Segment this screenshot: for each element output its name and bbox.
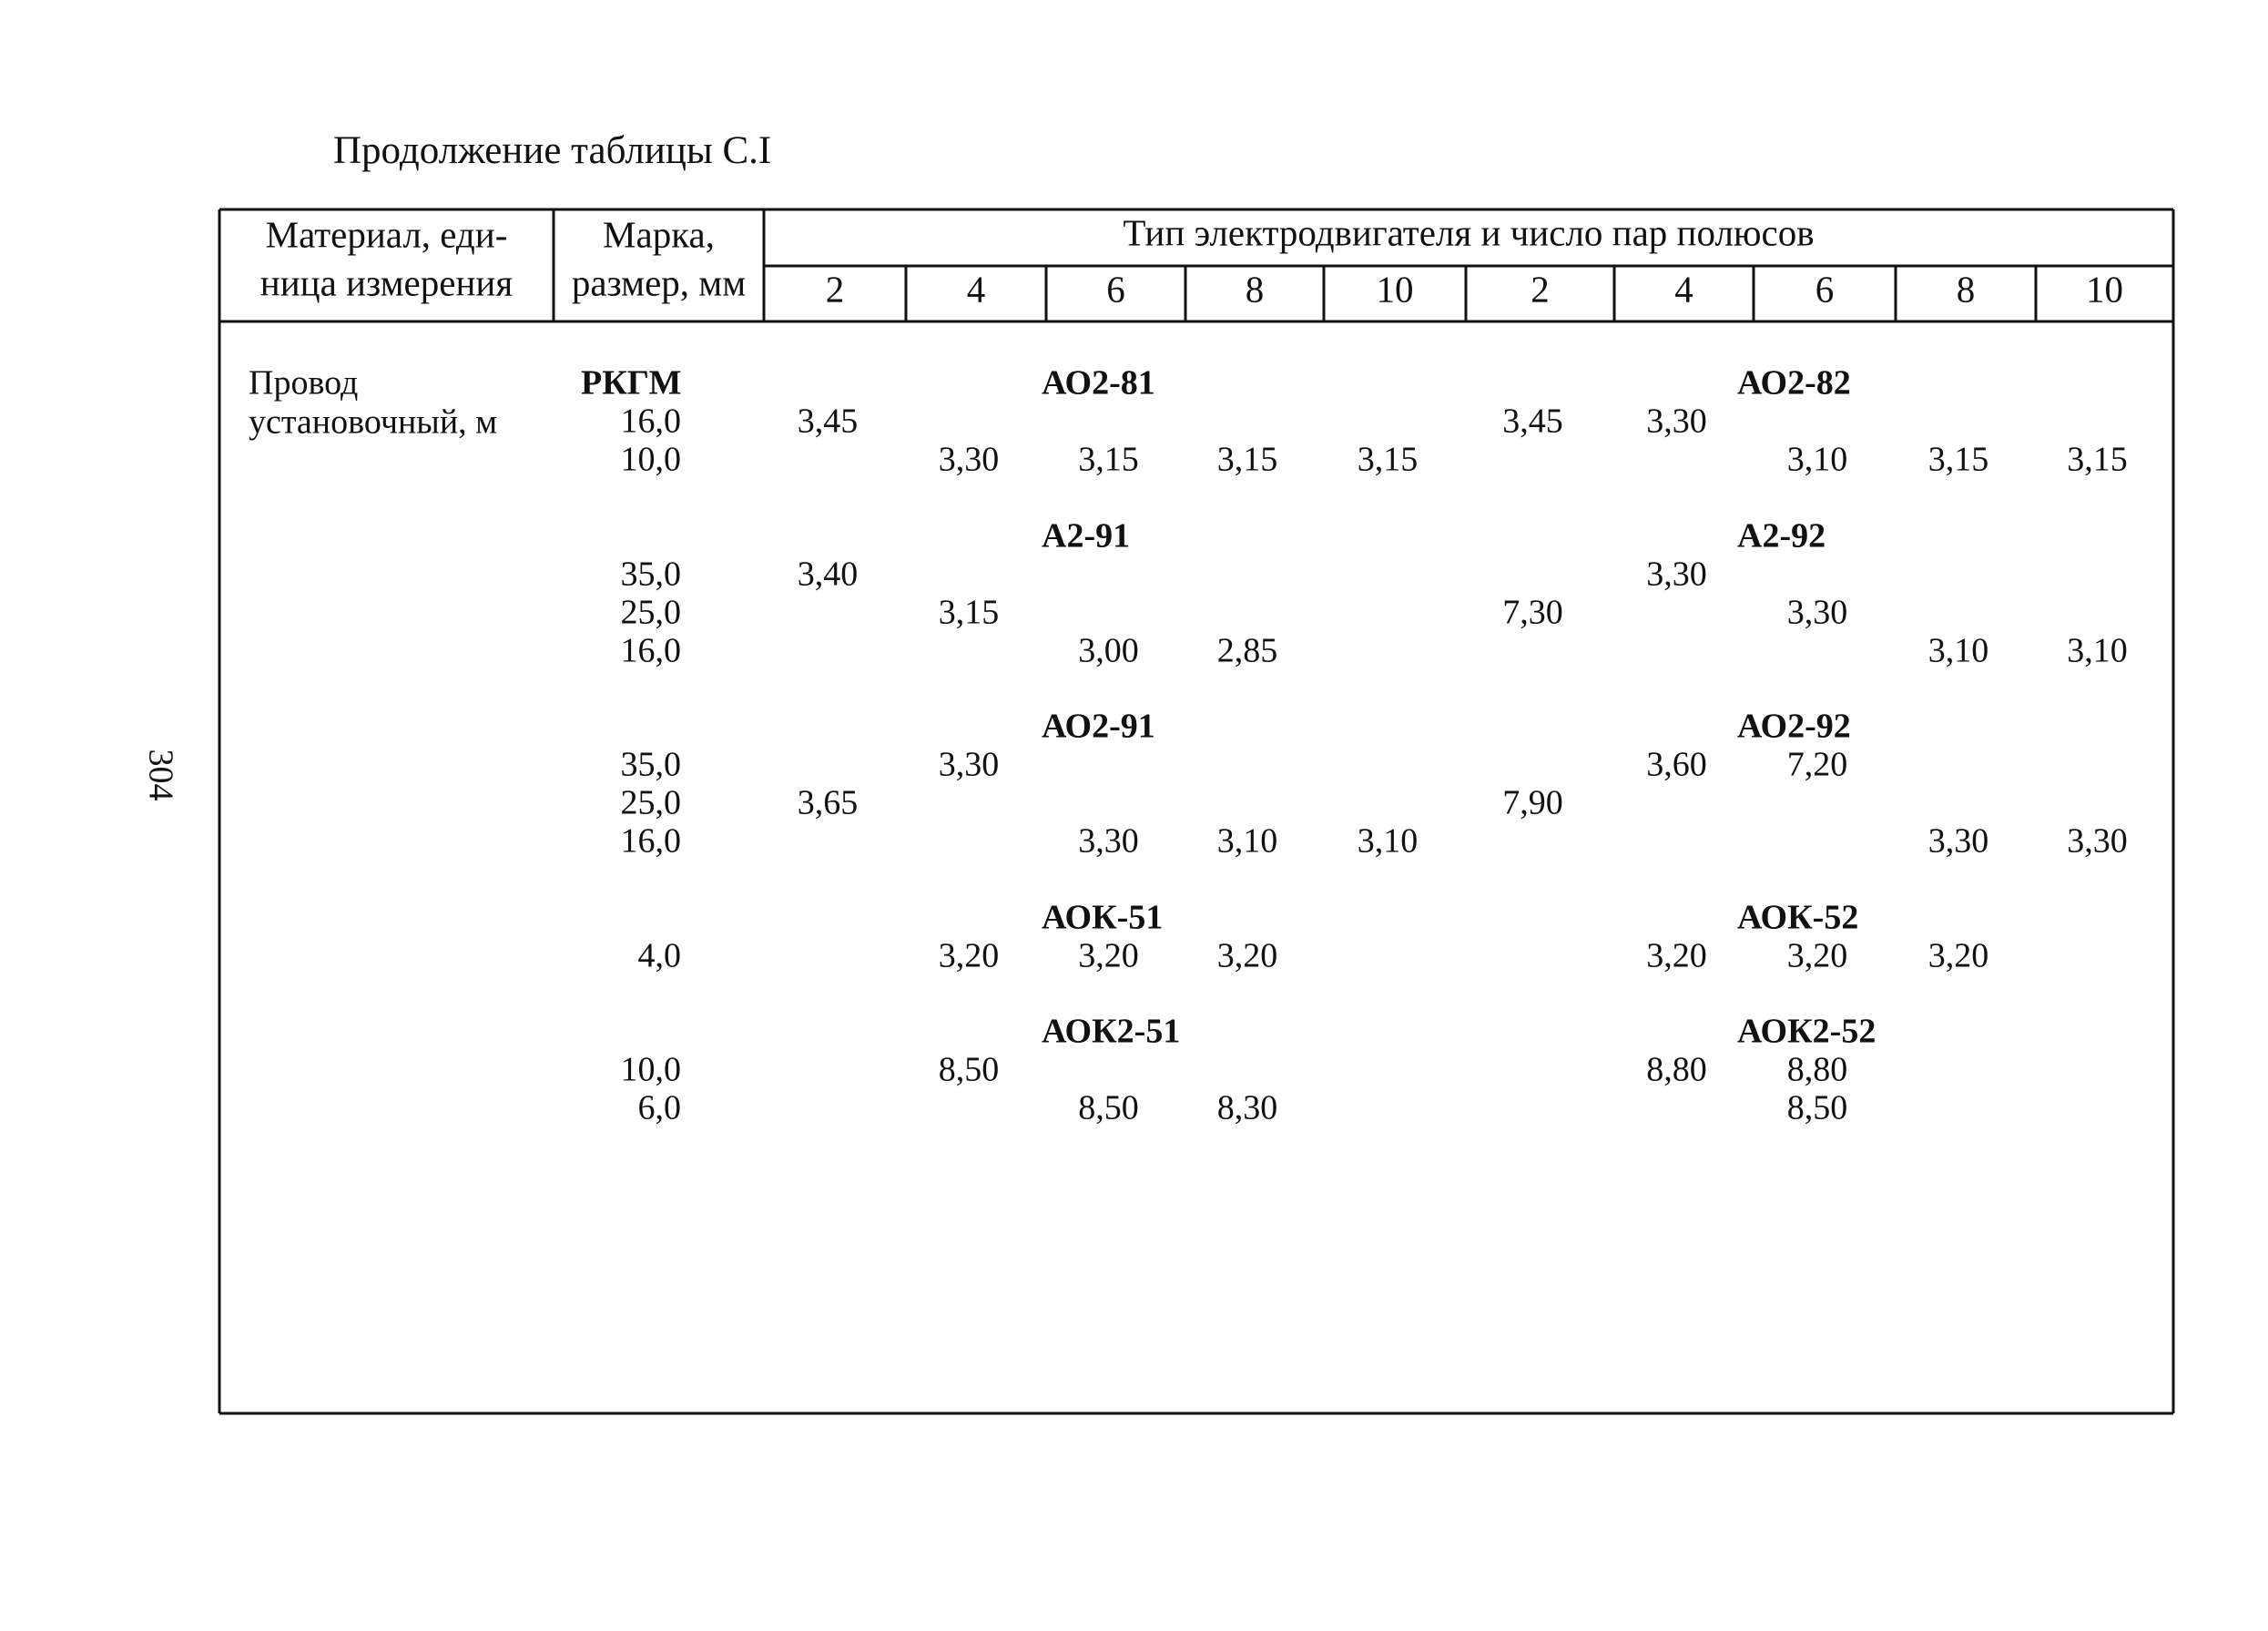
value: 3,30 [1787, 594, 1848, 632]
value: 3,65 [798, 784, 859, 822]
value: 3,20 [939, 937, 1000, 975]
value: 3,20 [1217, 937, 1278, 975]
value: 3,30 [1078, 822, 1139, 861]
value: 7,20 [1787, 746, 1848, 784]
header-motor-type: Тип электродвигателя и число пар полюсов [1123, 211, 1814, 253]
value: 8,80 [1787, 1051, 1848, 1089]
header-poles: 6 [1815, 268, 1835, 310]
size: 16,0 [621, 403, 682, 441]
caption: Продолжение таблицы С.I [333, 129, 771, 172]
value: 3,30 [1646, 403, 1707, 441]
value: 3,45 [798, 403, 859, 441]
value: 8,50 [1078, 1089, 1139, 1127]
header-poles: 10 [1377, 268, 1414, 310]
size: 10,0 [621, 1051, 682, 1089]
value: 3,15 [1928, 441, 1989, 479]
material: установочный, м [249, 403, 497, 442]
motor-type: АОК2-51 [1042, 1013, 1180, 1051]
page-number: 304 [141, 749, 179, 801]
value: 3,10 [1217, 822, 1278, 861]
size: 25,0 [621, 784, 682, 822]
header-mark: размер, мм [572, 261, 746, 303]
motor-type: АО2-91 [1042, 708, 1155, 746]
value: 3,30 [939, 441, 1000, 479]
motor-type: АО2-82 [1737, 364, 1851, 403]
value: 3,15 [1078, 441, 1139, 479]
value: 3,40 [798, 556, 859, 594]
value: 3,15 [1217, 441, 1278, 479]
motor-type: А2-91 [1042, 517, 1130, 556]
size: 16,0 [621, 632, 682, 670]
header-poles: 4 [1674, 268, 1693, 310]
value: 3,60 [1646, 746, 1707, 784]
value: 7,90 [1502, 784, 1563, 822]
value: 8,50 [1787, 1089, 1848, 1127]
size: 6,0 [638, 1089, 682, 1127]
header-poles: 4 [967, 268, 986, 310]
value: 8,30 [1217, 1089, 1278, 1127]
size: 35,0 [621, 746, 682, 784]
motor-type: АОК-52 [1737, 899, 1858, 937]
value: 3,15 [939, 594, 1000, 632]
value: 3,30 [2067, 822, 2128, 861]
size: 10,0 [621, 441, 682, 479]
motor-type: А2-92 [1737, 517, 1826, 556]
value: 7,30 [1502, 594, 1563, 632]
value: 3,15 [1358, 441, 1419, 479]
value: 3,45 [1502, 403, 1563, 441]
value: 8,50 [939, 1051, 1000, 1089]
header-poles: 2 [826, 268, 845, 310]
motor-type: АОК-51 [1042, 899, 1163, 937]
motor-type: АО2-81 [1042, 364, 1155, 403]
value: 3,10 [2067, 632, 2128, 670]
value: 3,30 [1928, 822, 1989, 861]
value: 3,10 [1358, 822, 1419, 861]
header-material: ница измерения [260, 261, 514, 303]
header-poles: 2 [1531, 268, 1550, 310]
header-poles: 8 [1246, 268, 1265, 310]
value: 2,85 [1217, 632, 1278, 670]
size: 25,0 [621, 594, 682, 632]
value: 3,20 [1787, 937, 1848, 975]
material: Провод [249, 364, 358, 403]
value: 3,10 [1787, 441, 1848, 479]
value: 8,80 [1646, 1051, 1707, 1089]
value: 3,20 [1928, 937, 1989, 975]
value: 3,30 [939, 746, 1000, 784]
value: 3,10 [1928, 632, 1989, 670]
value: 3,20 [1078, 937, 1139, 975]
header-mark: Марка, [603, 213, 715, 255]
header-poles: 8 [1957, 268, 1976, 310]
value: 3,30 [1646, 556, 1707, 594]
motor-type: АО2-92 [1737, 708, 1851, 746]
value: 3,15 [2067, 441, 2128, 479]
size: 16,0 [621, 822, 682, 861]
motor-type: АОК2-52 [1737, 1013, 1876, 1051]
mark: РКГМ [581, 364, 681, 403]
value: 3,20 [1646, 937, 1707, 975]
header-material: Материал, еди- [266, 213, 508, 255]
value: 3,00 [1078, 632, 1139, 670]
size: 4,0 [638, 937, 682, 975]
header-poles: 6 [1106, 268, 1125, 310]
header-poles: 10 [2086, 268, 2123, 310]
size: 35,0 [621, 556, 682, 594]
